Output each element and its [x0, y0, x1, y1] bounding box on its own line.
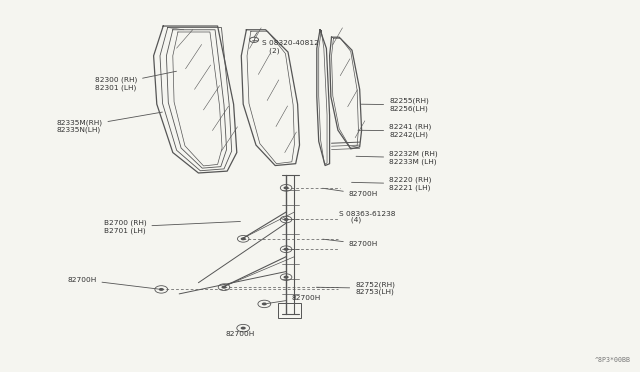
Circle shape	[262, 302, 267, 305]
Text: S 08320-40812
   (2): S 08320-40812 (2)	[255, 40, 319, 54]
Text: 82700H: 82700H	[323, 188, 378, 197]
Text: ^8P3*00BB: ^8P3*00BB	[595, 357, 630, 363]
Circle shape	[284, 186, 289, 189]
Circle shape	[241, 237, 246, 240]
Circle shape	[241, 327, 246, 330]
Text: 82232M (RH)
82233M (LH): 82232M (RH) 82233M (LH)	[356, 151, 438, 165]
Text: 82220 (RH)
82221 (LH): 82220 (RH) 82221 (LH)	[351, 177, 431, 191]
Text: 82300 (RH)
82301 (LH): 82300 (RH) 82301 (LH)	[95, 71, 177, 91]
Text: 82752(RH)
82753(LH): 82752(RH) 82753(LH)	[316, 281, 396, 295]
Text: S 08363-61238: S 08363-61238	[339, 211, 396, 217]
Text: 82700H: 82700H	[323, 239, 378, 247]
Circle shape	[284, 248, 289, 251]
Text: 82700H: 82700H	[67, 277, 159, 289]
Text: (4): (4)	[339, 217, 362, 224]
Circle shape	[284, 218, 289, 221]
Circle shape	[159, 288, 164, 291]
Circle shape	[284, 276, 289, 279]
Text: 82335M(RH)
82335N(LH): 82335M(RH) 82335N(LH)	[56, 112, 163, 134]
Text: 82255(RH)
82256(LH): 82255(RH) 82256(LH)	[361, 98, 429, 112]
Text: 82700H: 82700H	[226, 331, 255, 337]
Text: 82241 (RH)
82242(LH): 82241 (RH) 82242(LH)	[358, 124, 431, 138]
Circle shape	[221, 286, 227, 289]
Text: 82700H: 82700H	[267, 295, 321, 304]
Text: B2700 (RH)
B2701 (LH): B2700 (RH) B2701 (LH)	[104, 220, 241, 234]
